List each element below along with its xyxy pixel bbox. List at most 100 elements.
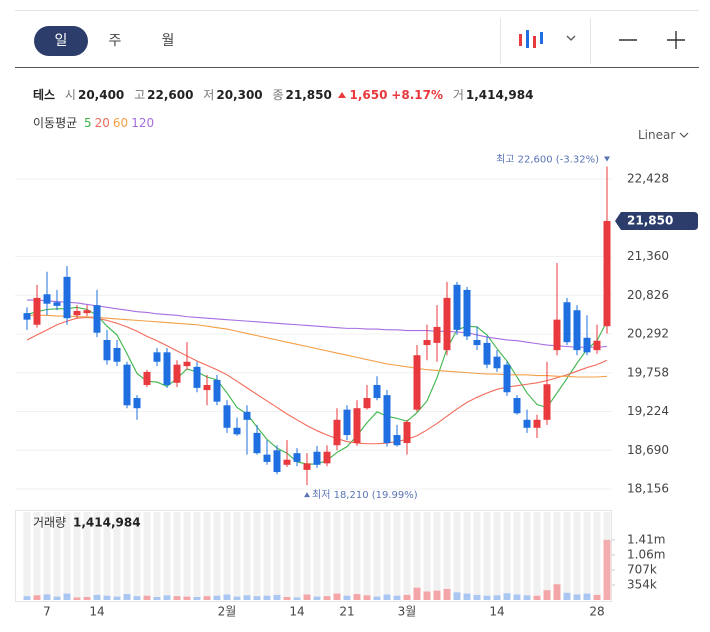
legend-entry: 120 <box>131 116 155 130</box>
volume-column-bg <box>233 512 241 600</box>
volume-bar <box>203 596 211 600</box>
change: 1,650 <box>349 88 388 102</box>
candle-body <box>593 340 601 351</box>
high-marker <box>604 156 610 162</box>
volume-column-bg <box>123 512 131 600</box>
y2-tick-label: 354k <box>627 577 657 591</box>
candle-body <box>443 297 451 351</box>
volume-column-bg <box>503 512 511 600</box>
y-tick-label: 20,292 <box>627 327 669 341</box>
volume-bar <box>283 597 291 600</box>
x-tick-label: 14 <box>289 605 304 619</box>
candle-body <box>353 408 361 444</box>
chart-type-button[interactable] <box>516 28 586 52</box>
volume-column-bg <box>363 512 371 600</box>
up-arrow <box>337 92 346 98</box>
volume-bar <box>443 588 451 600</box>
candle-body <box>333 419 341 446</box>
low-annotation: 최저 18,210 (19.99%) <box>312 489 418 501</box>
volume-bar <box>323 596 331 600</box>
volume-column-bg <box>143 512 151 600</box>
change-pct: +8.17% <box>391 88 443 102</box>
label: 종 <box>272 88 284 102</box>
volume-column-bg <box>513 512 521 600</box>
volume-bar <box>523 595 531 600</box>
candle-body <box>83 310 91 314</box>
volume-bar <box>123 594 131 600</box>
tab-week[interactable]: 주 <box>108 33 122 49</box>
stock-name: 테스 <box>33 88 56 102</box>
volume-bar <box>383 594 391 600</box>
volume-bar <box>143 595 151 600</box>
candle-body <box>23 313 31 320</box>
volume-column-bg <box>303 512 311 600</box>
volume-column-bg <box>133 512 141 600</box>
candle-body <box>183 361 191 367</box>
tab-day[interactable]: 일 <box>34 26 88 56</box>
value: 22,600 <box>147 88 194 102</box>
candle-body <box>233 427 241 435</box>
volume-bar <box>563 592 571 600</box>
candle-body <box>63 276 71 319</box>
x-tick-label: 14 <box>489 605 504 619</box>
candle-body <box>493 356 501 369</box>
volume-bar <box>373 596 381 600</box>
separator <box>500 18 501 64</box>
x-tick-label: 2월 <box>218 605 237 619</box>
volume-column-bg <box>453 512 461 600</box>
candle-body <box>343 409 351 436</box>
volume-column-bg <box>583 512 591 600</box>
high-annotation: 최고 22,600 (-3.32%) <box>496 154 599 166</box>
scale-select[interactable]: Linear <box>638 128 689 142</box>
candle-body <box>543 384 551 420</box>
value: 21,850 <box>285 88 332 102</box>
volume-column-bg <box>353 512 361 600</box>
candle-body <box>133 398 141 409</box>
volume-column-bg <box>473 512 481 600</box>
volume-bar <box>343 595 351 600</box>
candle-body <box>163 352 171 385</box>
top-border <box>15 10 699 11</box>
candle-body <box>43 294 51 304</box>
candle-body <box>293 453 301 462</box>
volume-bar <box>163 595 171 600</box>
candle-body <box>473 339 481 346</box>
candle-body <box>603 220 611 327</box>
volume-bar <box>313 596 321 600</box>
volume-column-bg <box>423 512 431 600</box>
candle-body <box>553 319 561 351</box>
y-tick-label: 18,156 <box>627 482 669 496</box>
volume-column-bg <box>83 512 91 600</box>
y-tick-label: 20,826 <box>627 288 669 302</box>
chevron <box>679 132 689 138</box>
candle-body <box>563 302 571 343</box>
volume-column-bg <box>443 512 451 600</box>
volume-bar <box>83 597 91 600</box>
volume-column-bg <box>483 512 491 600</box>
volume-column-bg <box>193 512 201 600</box>
y-tick-label: 19,224 <box>627 404 669 418</box>
volume-bar <box>573 594 581 600</box>
ma-line <box>26 316 608 445</box>
volume-column-bg <box>553 512 561 600</box>
volume-bar <box>333 593 341 600</box>
value: 1,414,984 <box>465 88 534 102</box>
volume-bar <box>193 597 201 600</box>
volume-bar <box>183 596 191 600</box>
volume-bar <box>243 595 251 600</box>
zoom-buttons <box>619 31 685 49</box>
candle-body <box>223 405 231 428</box>
candle-body <box>263 454 271 462</box>
candle-body <box>313 451 321 465</box>
volume-column-bg <box>153 512 161 600</box>
tab-month[interactable]: 월 <box>161 33 175 49</box>
candle-body <box>203 384 211 391</box>
volume-column-bg <box>283 512 291 600</box>
volume-column-bg <box>573 512 581 600</box>
volume-column-bg <box>373 512 381 600</box>
value: 20,400 <box>77 88 125 102</box>
y-tick-label: 21,360 <box>627 249 669 263</box>
volume-column-bg <box>543 512 551 600</box>
candle-body <box>433 326 441 343</box>
